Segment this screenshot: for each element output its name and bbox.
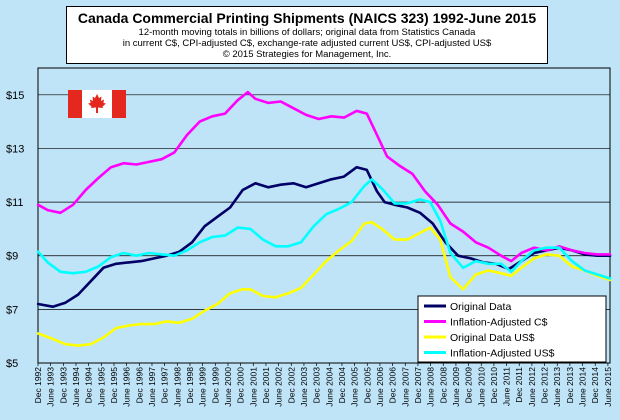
x-tick-label: June 2012 bbox=[527, 367, 537, 407]
x-tick-label: Dec 2011 bbox=[514, 367, 524, 403]
chart-subtitle-line-2: in current C$, CPI-adjusted C$, exchange… bbox=[122, 38, 492, 49]
series-line bbox=[36, 90, 612, 263]
x-tick-label: June 2005 bbox=[350, 367, 360, 407]
series-line bbox=[36, 220, 612, 347]
x-tick-label: June 2004 bbox=[324, 367, 334, 407]
x-tick-label: Dec 2003 bbox=[312, 367, 322, 404]
legend: Original Data Inflation-Adjusted C$ Origin… bbox=[417, 295, 607, 363]
legend-label: Inflation-Adjusted C$ bbox=[450, 317, 548, 329]
x-tick-label: Dec 2010 bbox=[489, 367, 499, 404]
x-tick-label: June 2015 bbox=[603, 367, 613, 407]
y-tick-label: $7 bbox=[6, 304, 18, 316]
legend-label: Original Data bbox=[450, 301, 511, 313]
x-tick-label: June 2006 bbox=[375, 367, 385, 407]
x-tick-label: Dec 1997 bbox=[160, 367, 170, 404]
x-tick-label: Dec 2012 bbox=[540, 367, 550, 404]
x-tick-label: June 2007 bbox=[400, 367, 410, 407]
series-lines bbox=[36, 90, 612, 347]
x-tick-label: June 1996 bbox=[122, 367, 132, 407]
x-tick-label: June 2014 bbox=[578, 367, 588, 407]
x-tick-label: Dec 2007 bbox=[413, 367, 423, 404]
x-tick-label: Dec 2014 bbox=[590, 367, 600, 404]
legend-label: Original Data US$ bbox=[450, 332, 535, 344]
x-tick-label: Dec 2004 bbox=[337, 367, 347, 404]
series-line bbox=[36, 165, 612, 308]
x-tick-label: Dec 2005 bbox=[362, 367, 372, 404]
y-tick-label: $9 bbox=[6, 251, 18, 263]
x-tick-label: Dec 2002 bbox=[286, 367, 296, 404]
x-tick-label: Dec 2008 bbox=[438, 367, 448, 404]
x-tick-label: June 2000 bbox=[223, 367, 233, 407]
x-tick-label: June 1993 bbox=[46, 367, 56, 407]
series-line bbox=[36, 178, 612, 280]
x-tick-label: Dec 2013 bbox=[565, 367, 575, 404]
x-tick-label: Dec 1999 bbox=[210, 367, 220, 404]
y-axis-ticks: $5 $7 $9 $11 $13 $15 bbox=[6, 90, 24, 370]
x-tick-label: June 1995 bbox=[96, 367, 106, 407]
x-tick-label: June 1998 bbox=[172, 367, 182, 407]
x-tick-label: Dec 2000 bbox=[236, 367, 246, 404]
x-tick-label: Dec 2009 bbox=[464, 367, 474, 404]
x-tick-label: June 2008 bbox=[426, 367, 436, 407]
x-tick-label: Dec 1998 bbox=[185, 367, 195, 404]
y-tick-label: $13 bbox=[6, 143, 24, 155]
x-tick-label: June 1999 bbox=[198, 367, 208, 407]
chart-subtitle-line-3: © 2015 Strategies for Management, Inc. bbox=[222, 49, 392, 60]
x-tick-label: June 2001 bbox=[248, 367, 258, 407]
x-tick-label: June 2013 bbox=[552, 367, 562, 407]
x-tick-label: Dec 1992 bbox=[33, 367, 43, 404]
y-tick-label: $11 bbox=[6, 197, 24, 209]
legend-label: Inflation-Adjusted US$ bbox=[450, 348, 555, 360]
x-tick-label: Dec 1993 bbox=[58, 367, 68, 404]
chart-subtitle-line-1: 12-month moving totals in billions of do… bbox=[138, 27, 476, 38]
x-tick-label: June 2002 bbox=[274, 367, 284, 407]
legend-box bbox=[417, 295, 607, 363]
x-tick-label: June 2003 bbox=[299, 367, 309, 407]
chart-title: Canada Commercial Printing Shipments (NA… bbox=[77, 10, 537, 26]
chart-title-box: Canada Commercial Printing Shipments (NA… bbox=[66, 6, 548, 64]
x-tick-label: June 1997 bbox=[147, 367, 157, 407]
x-tick-label: June 2009 bbox=[451, 367, 461, 407]
y-tick-label: $15 bbox=[6, 90, 24, 102]
x-tick-label: Dec 1995 bbox=[109, 367, 119, 404]
y-tick-label: $5 bbox=[6, 358, 18, 370]
x-tick-label: Dec 1994 bbox=[84, 367, 94, 404]
x-tick-label: Dec 2001 bbox=[261, 367, 271, 404]
x-tick-label: Dec 1996 bbox=[134, 367, 144, 404]
x-axis-ticks: Dec 1992 June 1993 Dec 1993 June 1994 Dec 19… bbox=[33, 363, 613, 407]
x-tick-label: June 1994 bbox=[71, 367, 81, 407]
x-tick-label: Dec 2006 bbox=[388, 367, 398, 404]
x-tick-label: June 2010 bbox=[476, 367, 486, 407]
x-tick-label: June 2011 bbox=[502, 367, 512, 406]
canada-flag-icon bbox=[68, 90, 126, 118]
